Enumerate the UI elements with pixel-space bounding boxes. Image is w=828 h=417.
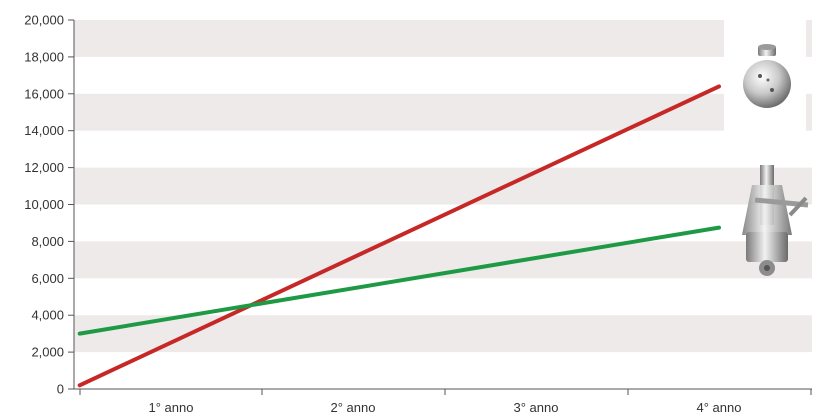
y-tick-label: 2,000: [31, 345, 64, 360]
x-tick-label: 1° anno: [149, 400, 194, 415]
x-tick-labels: 1° anno 2° anno 3° anno 4° anno: [149, 400, 742, 415]
axes: [68, 19, 812, 395]
rotary-jet-head-icon: [742, 165, 809, 276]
y-tick-label: 12,000: [24, 160, 64, 175]
series-line: [77, 225, 721, 336]
y-tick-label: 14,000: [24, 123, 64, 138]
x-tick-label: 4° anno: [697, 400, 742, 415]
y-tick-label: 8,000: [31, 234, 64, 249]
grid-band: [74, 315, 812, 353]
y-tick-label: 16,000: [24, 86, 64, 101]
y-tick-label: 18,000: [24, 49, 64, 64]
y-tick-label: 0: [57, 382, 64, 397]
series-lines: [77, 84, 721, 388]
x-tick-label: 3° anno: [514, 400, 559, 415]
x-tick-label: 2° anno: [331, 400, 376, 415]
series-line: [77, 84, 721, 388]
y-tick-label: 20,000: [24, 13, 64, 28]
grid-band: [74, 20, 812, 57]
grid-bands: [74, 20, 812, 353]
y-tick-label: 10,000: [24, 197, 64, 212]
grid-band: [74, 93, 812, 131]
grid-band: [74, 167, 812, 205]
y-tick-labels: 0 2,000 4,000 6,000 8,000 10,000 12,000 14,000 1…: [24, 13, 64, 397]
y-tick-label: 4,000: [31, 308, 64, 323]
sphere-nozzle-icon: [724, 18, 806, 132]
y-tick-label: 6,000: [31, 271, 64, 286]
